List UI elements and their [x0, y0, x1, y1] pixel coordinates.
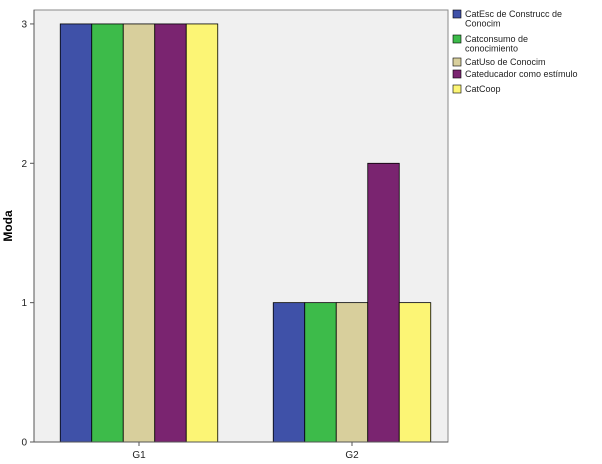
axes-group: 0 1 2 3 G1 G2	[21, 10, 448, 461]
legend-swatch-2	[452, 34, 462, 44]
x-tick-label-g1: G1	[132, 450, 146, 461]
bar-g1-series-5	[185, 23, 219, 443]
bar-g2-series-3	[335, 302, 369, 443]
y-axis-title: Moda	[1, 210, 15, 242]
bars-group	[59, 23, 432, 443]
legend-swatch-1	[452, 9, 462, 19]
legend-label-3: CatUso de Conocim	[465, 57, 546, 67]
legend-label-2: conocimiento	[465, 44, 518, 54]
legend-label-1: Conocim	[465, 19, 501, 29]
y-tick-label: 1	[21, 298, 27, 309]
legend-swatch-4	[452, 69, 462, 79]
bar-g2-series-4	[367, 162, 400, 443]
bar-g2-series-2	[304, 302, 337, 443]
bar-g1-series-3	[122, 23, 156, 443]
bar-g1-series-2	[91, 23, 124, 443]
bar-g2-series-5	[398, 302, 432, 443]
y-tick-label: 0	[21, 438, 27, 449]
x-tick-label-g2: G2	[345, 450, 359, 461]
legend-label-1: CatEsc de Construcc de	[465, 9, 562, 19]
legend-swatch-3	[452, 57, 462, 67]
legend-label-5: CatCoop	[465, 84, 501, 94]
legend-label-2: Catconsumo de	[465, 34, 528, 44]
legend-swatch-5	[452, 84, 462, 94]
y-tick-label: 2	[21, 159, 27, 170]
bar-g1-series-4	[154, 23, 187, 443]
bar-g2-series-1	[272, 302, 306, 443]
y-tick-label: 3	[21, 19, 27, 30]
legend-label-4: Cateducador como estímulo	[465, 69, 578, 79]
bar-g1-series-1	[59, 23, 93, 443]
